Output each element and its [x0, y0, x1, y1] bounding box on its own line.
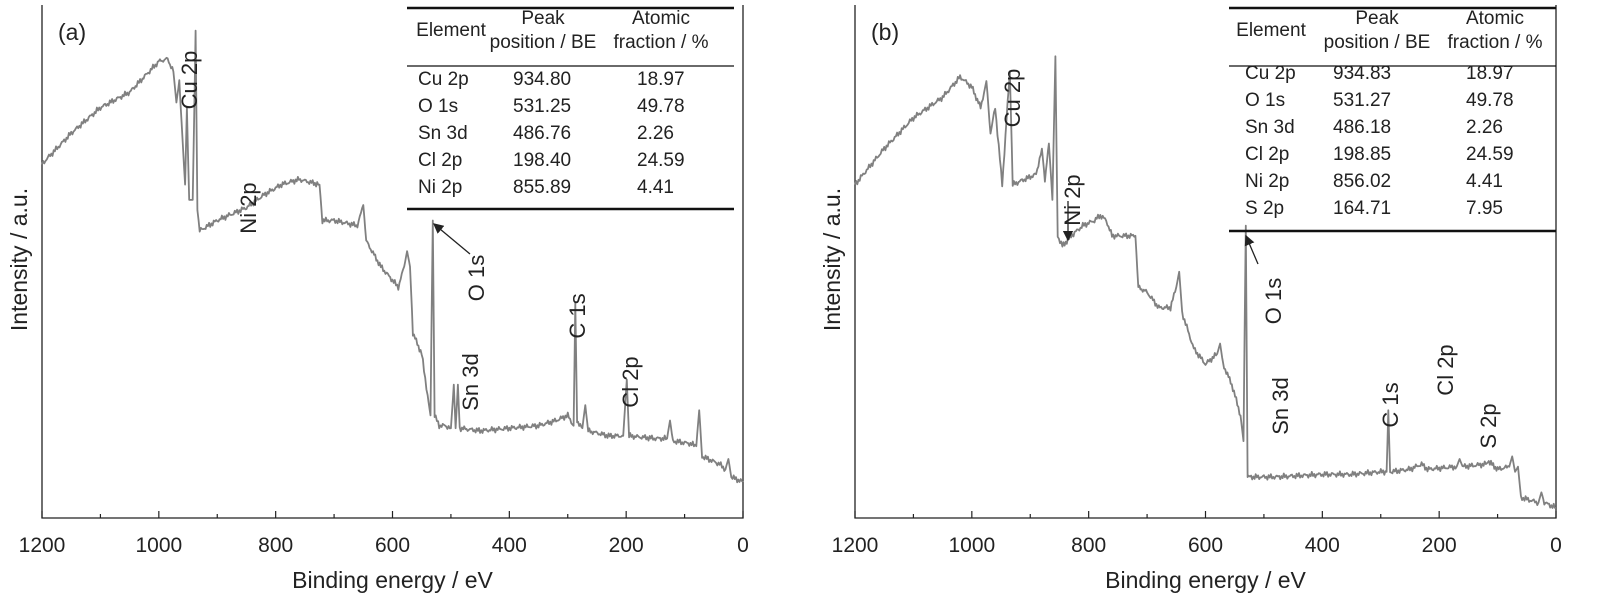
- x-tick-label: 1200: [832, 534, 879, 557]
- x-tick-label: 0: [737, 534, 749, 557]
- peak-label-s-2p: S 2p: [1476, 403, 1501, 448]
- x-tick-label: 600: [1188, 534, 1223, 557]
- table-cell: 486.18: [1333, 117, 1391, 138]
- y-axis-label: Intensity / a.u.: [819, 188, 845, 331]
- peak-label-sn-3d: Sn 3d: [458, 353, 483, 411]
- table-cell: 24.59: [637, 150, 685, 171]
- spectrum-line: [854, 55, 1557, 509]
- table-cell: S 2p: [1245, 198, 1284, 219]
- x-tick-label: 200: [1422, 534, 1457, 557]
- chart-panel-a: 1200 1000 800 600 400 200 0 Binding energy / eV…: [6, 5, 749, 593]
- x-tick-label: 1200: [19, 534, 66, 557]
- x-tick-label: 400: [1305, 534, 1340, 557]
- table-header: fraction / %: [613, 32, 708, 53]
- table-header: Atomic: [632, 8, 690, 29]
- table-cell: Ni 2p: [418, 177, 462, 198]
- x-tick-label: 1000: [948, 534, 995, 557]
- x-axis-label: Binding energy / eV: [292, 567, 493, 593]
- peak-arrow: [433, 223, 471, 255]
- spectrum-line: [41, 29, 744, 484]
- peak-label-ni-2p: Ni 2p: [1060, 174, 1085, 225]
- table-cell: 7.95: [1466, 198, 1503, 219]
- table-cell: 2.26: [1466, 117, 1503, 138]
- table-cell: Cu 2p: [1245, 63, 1296, 84]
- table-cell: O 1s: [1245, 90, 1285, 111]
- table-cell: 4.41: [637, 177, 674, 198]
- peak-label-c-1s: C 1s: [1378, 382, 1403, 427]
- table-header: Atomic: [1466, 8, 1524, 29]
- table-header: position / BE: [490, 32, 597, 53]
- table-cell: 531.25: [513, 96, 571, 117]
- table-cell: 49.78: [1466, 90, 1514, 111]
- table-cell: 2.26: [637, 123, 674, 144]
- chart-panel-b: 1200 1000 800 600 400 200 0 Binding energy / eV…: [819, 5, 1562, 593]
- table-cell: Sn 3d: [1245, 117, 1295, 138]
- peak-label-sn-3d: Sn 3d: [1268, 377, 1293, 435]
- table-cell: 856.02: [1333, 171, 1391, 192]
- table-header: Peak: [521, 8, 565, 29]
- x-tick-label: 200: [609, 534, 644, 557]
- axes-frame: [854, 5, 1557, 519]
- panel-label: (b): [871, 19, 899, 45]
- peak-label-cu-2p: Cu 2p: [177, 51, 202, 110]
- table-cell: 198.40: [513, 150, 571, 171]
- table-header: Element: [416, 20, 486, 41]
- table-cell: 18.97: [1466, 63, 1514, 84]
- panel-label: (a): [58, 19, 86, 45]
- table-cell: 934.80: [513, 69, 571, 90]
- peak-label-o-1s: O 1s: [1261, 278, 1286, 324]
- table-cell: 18.97: [637, 69, 685, 90]
- x-tick-label: 800: [1071, 534, 1106, 557]
- table-cell: Ni 2p: [1245, 171, 1289, 192]
- table-cell: 164.71: [1333, 198, 1391, 219]
- x-tick-label: 0: [1550, 534, 1562, 557]
- table-cell: Cu 2p: [418, 69, 469, 90]
- peak-label-ni-2p: Ni 2p: [236, 182, 261, 233]
- peak-label-o-1s: O 1s: [464, 255, 489, 301]
- table-cell: 531.27: [1333, 90, 1391, 111]
- peak-arrow: [1244, 234, 1259, 265]
- table-cell: 198.85: [1333, 144, 1391, 165]
- peak-table: Element Peak position / BE Atomic fraction /…: [1229, 6, 1556, 233]
- peak-label-cu-2p: Cu 2p: [1000, 69, 1025, 128]
- table-header: Peak: [1355, 8, 1399, 29]
- x-tick-label: 600: [375, 534, 410, 557]
- x-tick-label: 1000: [135, 534, 182, 557]
- table-cell: 855.89: [513, 177, 571, 198]
- peak-table: Element Peak position / BE Atomic fraction /…: [407, 6, 734, 211]
- table-cell: 934.83: [1333, 63, 1391, 84]
- table-cell: 4.41: [1466, 171, 1503, 192]
- x-tick-label: 800: [258, 534, 293, 557]
- table-cell: 24.59: [1466, 144, 1514, 165]
- table-cell: Sn 3d: [418, 123, 468, 144]
- table-cell: 486.76: [513, 123, 571, 144]
- table-cell: O 1s: [418, 96, 458, 117]
- table-header: fraction / %: [1447, 32, 1542, 53]
- x-axis-label: Binding energy / eV: [1105, 567, 1306, 593]
- peak-label-c-1s: C 1s: [565, 293, 590, 338]
- table-header: Element: [1236, 20, 1306, 41]
- peak-label-cl-2p: Cl 2p: [1433, 344, 1458, 395]
- table-cell: 49.78: [637, 96, 685, 117]
- table-cell: Cl 2p: [1245, 144, 1289, 165]
- x-tick-label: 400: [492, 534, 527, 557]
- table-header: position / BE: [1324, 32, 1431, 53]
- table-cell: Cl 2p: [418, 150, 462, 171]
- peak-label-cl-2p: Cl 2p: [618, 356, 643, 407]
- y-axis-label: Intensity / a.u.: [6, 188, 32, 331]
